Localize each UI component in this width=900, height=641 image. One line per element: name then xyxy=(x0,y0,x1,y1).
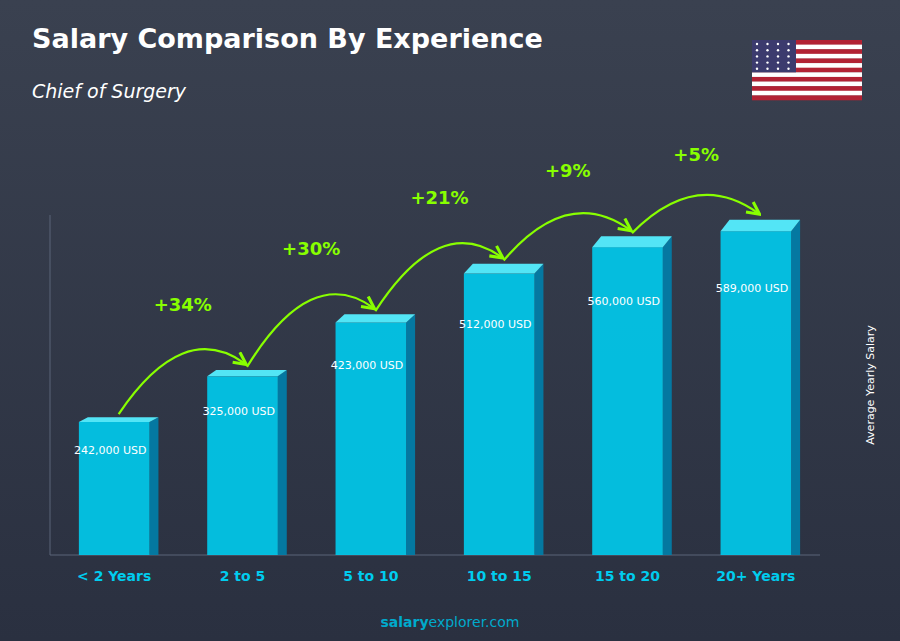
bars xyxy=(79,220,800,555)
data-label: 589,000 USD xyxy=(716,282,789,295)
change-label: +21% xyxy=(410,187,468,208)
x-tick-label: < 2 Years xyxy=(77,568,151,584)
flag xyxy=(752,40,862,100)
x-tick-label: 20+ Years xyxy=(716,568,795,584)
flag-stripe xyxy=(752,95,862,100)
title: Salary Comparison By Experience xyxy=(32,23,543,54)
bar-top-face xyxy=(336,314,416,322)
bar xyxy=(721,231,792,555)
flag-star xyxy=(756,49,758,51)
bar-top-face xyxy=(592,236,672,247)
bar xyxy=(464,274,535,555)
bar-top-face xyxy=(721,220,801,231)
bar-side-face xyxy=(149,417,158,555)
y-axis-line xyxy=(50,215,51,555)
flag-stripe xyxy=(752,82,862,87)
change-arrow xyxy=(247,294,373,367)
flag-star xyxy=(766,49,768,51)
flag-star xyxy=(777,61,779,63)
x-tick-label: 2 to 5 xyxy=(220,568,266,584)
bar-top-face xyxy=(79,417,159,422)
flag-canton xyxy=(752,40,796,72)
flag-star xyxy=(777,68,779,70)
flag-star xyxy=(766,68,768,70)
x-axis-line xyxy=(50,555,820,556)
y-axis-label: Average Yearly Salary xyxy=(864,325,877,445)
x-tick-label: 5 to 10 xyxy=(343,568,399,584)
flag-star xyxy=(756,61,758,63)
bar-side-face xyxy=(406,314,415,555)
flag-star xyxy=(756,55,758,57)
change-label: +34% xyxy=(154,294,212,315)
flag-star xyxy=(766,61,768,63)
bar-top-face xyxy=(207,370,287,376)
change-arrow xyxy=(375,243,501,311)
flag-star xyxy=(787,68,789,70)
data-label: 325,000 USD xyxy=(202,405,275,418)
chart: Salary Comparison By Experience Chief of … xyxy=(0,0,900,641)
subtitle: Chief of Surgery xyxy=(32,80,187,102)
watermark: salaryexplorer.com xyxy=(381,614,520,630)
change-label: +5% xyxy=(673,144,719,165)
flag-star xyxy=(766,55,768,57)
change-label: +9% xyxy=(545,160,591,181)
data-label: 242,000 USD xyxy=(74,444,147,457)
x-tick-label: 15 to 20 xyxy=(595,568,660,584)
watermark-part: salary xyxy=(381,614,429,630)
change-arrow xyxy=(632,195,758,233)
change-label: +30% xyxy=(282,238,340,259)
flag-stripe xyxy=(752,77,862,82)
change-arrow xyxy=(119,349,245,414)
flag-star xyxy=(766,43,768,45)
bar xyxy=(207,376,278,555)
data-label: 512,000 USD xyxy=(459,318,532,331)
flag-star xyxy=(777,43,779,45)
background xyxy=(0,0,900,641)
flag-star xyxy=(756,43,758,45)
bar-side-face xyxy=(278,370,287,555)
data-label: 423,000 USD xyxy=(331,359,404,372)
bar-side-face xyxy=(791,220,800,555)
flag-stripe xyxy=(752,86,862,91)
bar-side-face xyxy=(534,264,543,555)
flag-star xyxy=(777,55,779,57)
data-label: 560,000 USD xyxy=(587,295,660,308)
flag-star xyxy=(777,49,779,51)
bar xyxy=(336,322,407,555)
flag-stripe xyxy=(752,72,862,77)
bar-side-face xyxy=(663,236,672,555)
change-arrow xyxy=(504,213,630,260)
flag-star xyxy=(787,61,789,63)
flag-star xyxy=(787,49,789,51)
bar-top-face xyxy=(464,264,544,274)
bar xyxy=(79,422,150,555)
watermark-part: explorer.com xyxy=(429,614,520,630)
flag-star xyxy=(756,68,758,70)
x-tick-label: 10 to 15 xyxy=(467,568,532,584)
bar xyxy=(592,247,663,555)
flag-star xyxy=(787,55,789,57)
flag-star xyxy=(787,43,789,45)
flag-stripe xyxy=(752,91,862,96)
